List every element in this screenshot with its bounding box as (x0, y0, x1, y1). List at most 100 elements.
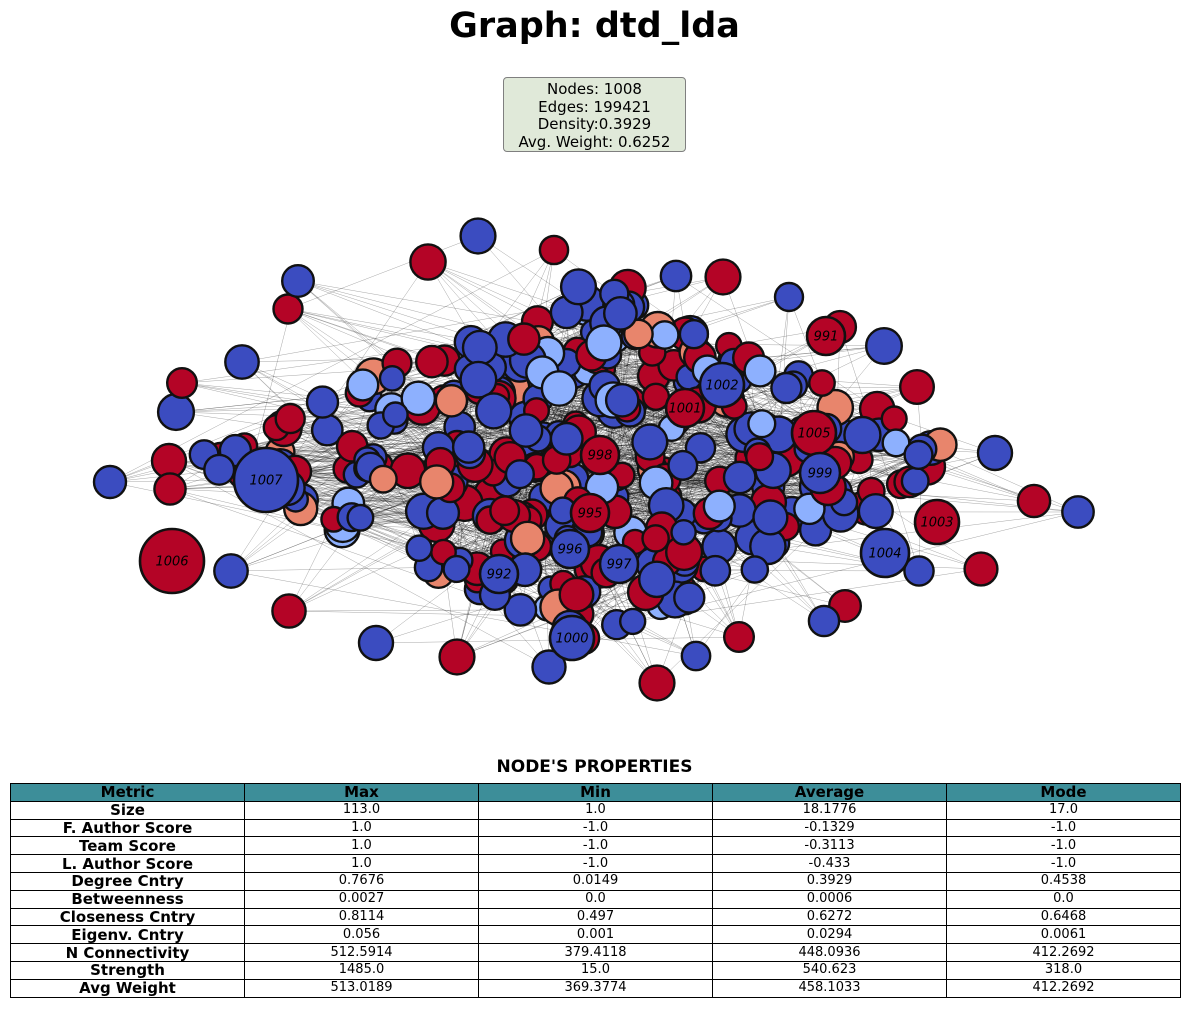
graph-node (153, 472, 187, 506)
graph-node (1016, 483, 1052, 519)
cell-mode: -1.0 (946, 818, 1181, 838)
cell-max: 113.0 (244, 800, 479, 820)
graph-node (461, 329, 498, 366)
graph-node (631, 423, 669, 461)
graph-node (357, 624, 395, 662)
graph-node (368, 464, 398, 494)
cell-average: -0.1329 (712, 818, 947, 838)
cell-mode: 412.2692 (946, 943, 1181, 962)
graph-node-1002 (698, 361, 746, 409)
graph-node-1001 (664, 387, 706, 429)
graph-node (346, 368, 380, 402)
cell-min: 0.0149 (478, 871, 713, 891)
graph-node (900, 466, 930, 496)
cell-metric: Eigenv. Cntry (10, 925, 245, 945)
graph-node (346, 503, 375, 532)
graph-node (538, 234, 570, 266)
network-graph: 991 1002 1001 1005 998 999 1007 995 1003 996 997 10… (92, 217, 1095, 702)
graph-node (722, 460, 757, 495)
graph-node-998 (579, 434, 621, 476)
graph-node (673, 581, 706, 614)
graph-node-999 (798, 451, 842, 495)
graph-node (903, 555, 935, 587)
graph-node (409, 243, 447, 281)
table-row: Eigenv. Cntry 0.056 0.001 0.0294 0.0061 (10, 925, 1181, 945)
graph-node (549, 421, 584, 456)
table-row: Strength 1485.0 15.0 540.623 318.0 (10, 960, 1181, 980)
graph-node (881, 428, 911, 458)
graph-node-997 (598, 543, 640, 585)
graph-node (744, 442, 775, 472)
graph-node (747, 409, 777, 439)
cell-max: 1.0 (244, 818, 479, 838)
table-row: Betweenness 0.0027 0.0 0.0006 0.0 (10, 889, 1181, 909)
cell-min: -1.0 (478, 854, 713, 873)
graph-node (414, 344, 449, 379)
cell-metric: Betweenness (10, 889, 245, 909)
cell-average: 0.0294 (712, 925, 947, 945)
cell-min: 0.497 (478, 907, 713, 927)
cell-metric: L. Author Score (10, 854, 245, 873)
node-label-1006: 1006 (155, 555, 188, 570)
graph-node (559, 268, 598, 306)
graph-node (723, 621, 756, 654)
table-body: Size 113.0 1.0 18.1776 17.0 F. Author Score 1.… (10, 800, 1181, 998)
graph-edge (788, 296, 823, 384)
graph-node (271, 593, 307, 629)
graph-node (670, 519, 697, 546)
cell-average: -0.3113 (712, 836, 947, 856)
cell-mode: 318.0 (946, 960, 1181, 980)
graph-node (641, 524, 670, 553)
cell-mode: 0.0061 (946, 925, 1181, 945)
node-label-1001: 1001 (668, 402, 701, 417)
header-min: Min (478, 783, 713, 802)
graph-edge (235, 400, 623, 451)
node-label-996: 996 (558, 543, 583, 558)
cell-average: 0.3929 (712, 871, 947, 891)
graph-node (773, 281, 805, 313)
table-row: Degree Cntry 0.7676 0.0149 0.3929 0.4538 (10, 871, 1181, 891)
graph-node (880, 405, 908, 433)
cell-max: 1.0 (244, 836, 479, 856)
cell-mode: 0.6468 (946, 907, 1181, 927)
node-label-995: 995 (578, 507, 603, 522)
cell-min: -1.0 (478, 818, 713, 838)
graph-node (604, 382, 640, 418)
cell-metric: Team Score (10, 836, 245, 856)
graph-node (770, 371, 803, 405)
graph-node (475, 392, 513, 430)
graph-node (808, 369, 836, 397)
graph-node (459, 360, 498, 399)
graph-node-991 (805, 315, 847, 357)
cell-max: 1.0 (244, 854, 479, 873)
graph-node (702, 489, 736, 523)
node-label-1007: 1007 (249, 474, 283, 489)
graph-node (509, 520, 546, 557)
cell-min: 369.3774 (478, 978, 713, 998)
graph-node (699, 554, 732, 587)
graph-stats-box: Nodes: 1008 Edges: 199421 Density:0.3929… (503, 77, 686, 152)
cell-average: 458.1033 (712, 978, 947, 998)
graph-node (274, 402, 306, 435)
table-row: L. Author Score 1.0 -1.0 -0.433 -1.0 (10, 854, 1181, 873)
graph-node (603, 295, 638, 331)
graph-node-995 (569, 492, 611, 534)
graph-edge (230, 570, 697, 657)
graph-node-996 (549, 528, 591, 570)
node-label-998: 998 (588, 449, 613, 464)
table-row: Size 113.0 1.0 18.1776 17.0 (10, 800, 1181, 820)
graph-node (740, 555, 770, 584)
node-label-1000: 1000 (555, 632, 588, 647)
graph-node-992 (478, 553, 520, 595)
node-properties-table: Metric Max Min Average Mode Size 113.0 1.0… (10, 783, 1181, 998)
graph-node-labels: 991 1002 1001 1005 998 999 1007 995 1003 996 997 10… (138, 315, 961, 662)
cell-mode: -1.0 (946, 836, 1181, 856)
header-max: Max (244, 783, 479, 802)
graph-title: Graph: dtd_lda (449, 6, 740, 46)
cell-metric: Strength (10, 960, 245, 980)
graph-node (531, 649, 567, 685)
cell-max: 0.8114 (244, 907, 479, 927)
graph-node (381, 401, 409, 429)
graph-node-1006 (138, 527, 206, 595)
graph-node (507, 322, 541, 356)
